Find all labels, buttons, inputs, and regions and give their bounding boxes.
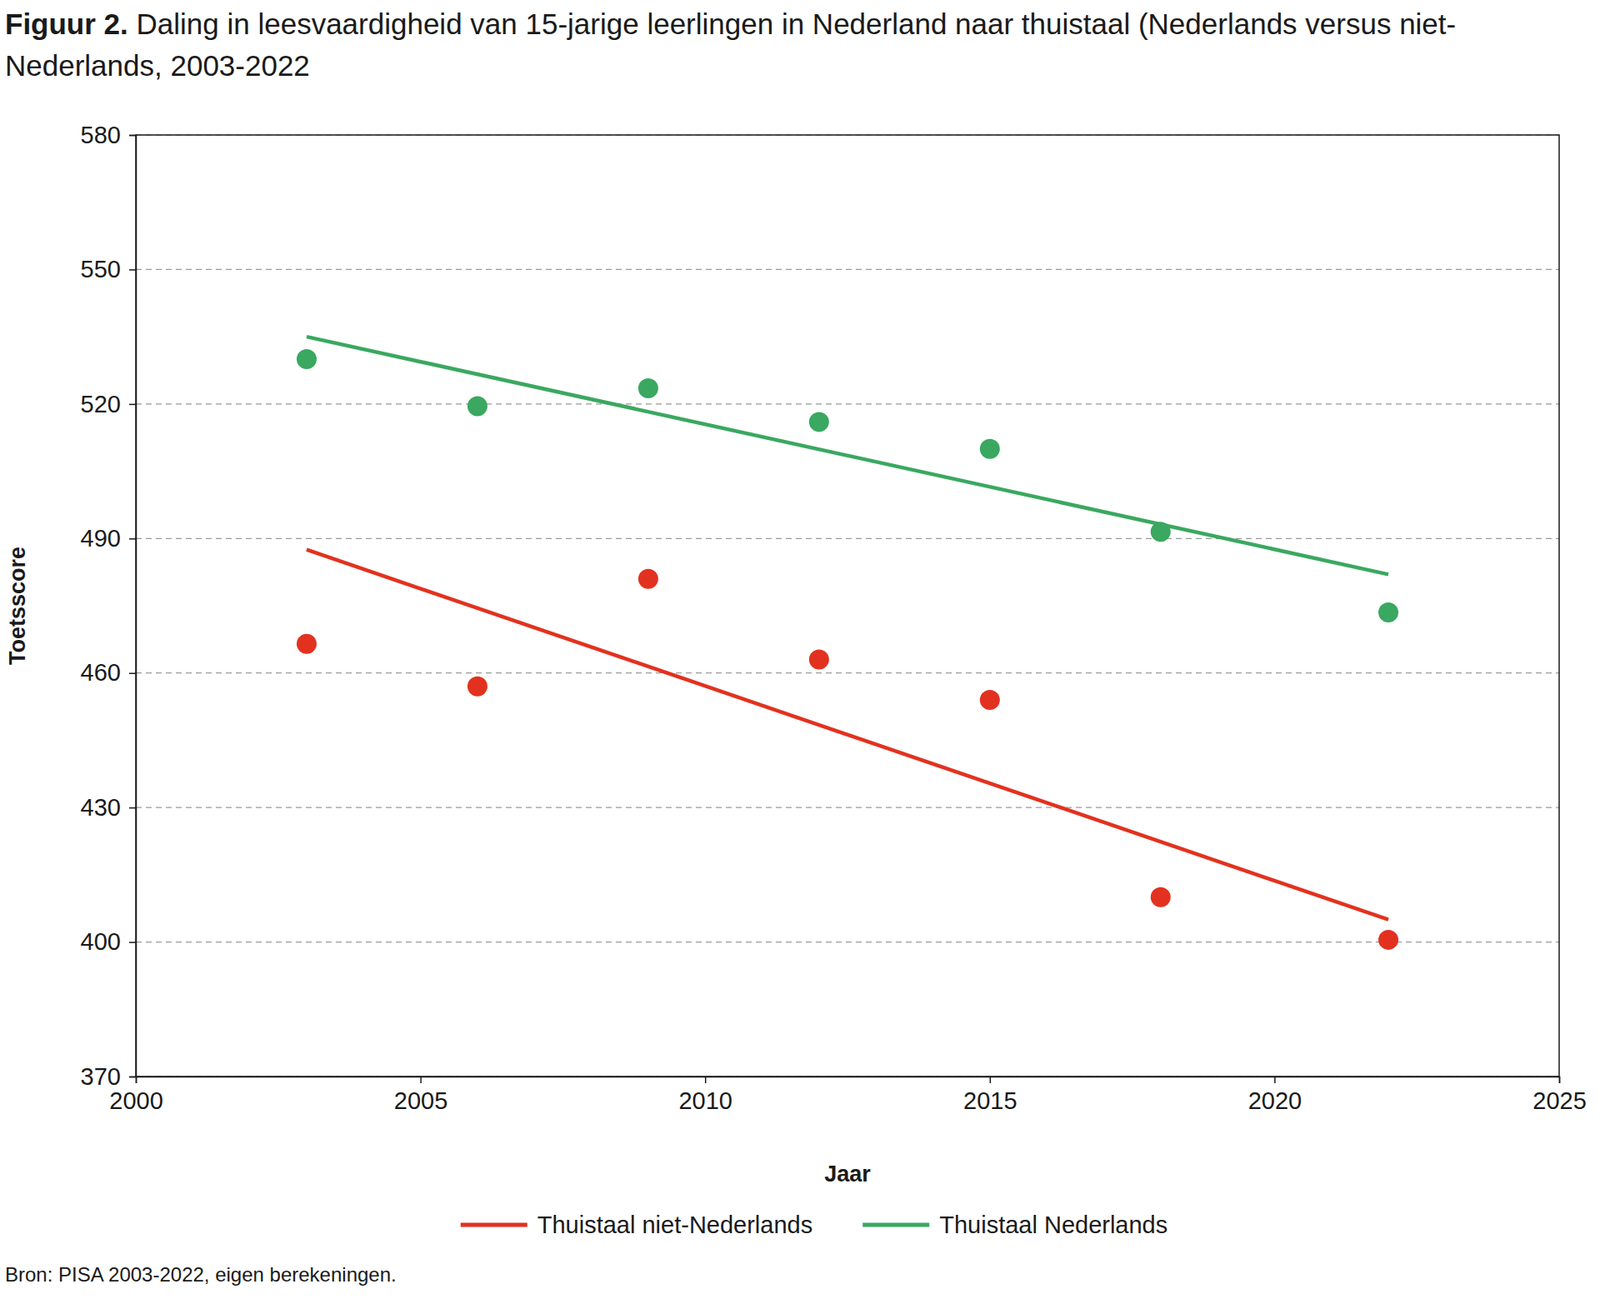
tick-mark: [1274, 1076, 1276, 1084]
axis-line: [129, 135, 137, 1078]
point: [638, 378, 659, 399]
tick: 430: [80, 794, 136, 821]
tick: 550: [80, 255, 136, 283]
tick-label: 430: [80, 794, 121, 821]
tick-label: 490: [80, 525, 121, 552]
point: [1150, 521, 1171, 542]
tick-mark: [129, 135, 136, 137]
grid-line: [135, 403, 1560, 405]
point: [1378, 602, 1399, 623]
tick: 2015: [963, 1076, 1018, 1115]
tick-label: 520: [80, 390, 121, 418]
tick-label: 400: [80, 928, 121, 955]
tick-label: 370: [80, 1063, 121, 1090]
tick: 2005: [394, 1076, 449, 1115]
tick-mark: [129, 941, 136, 944]
tick-mark: [129, 672, 136, 675]
point: [809, 411, 830, 432]
legend-label: Thuistaal niet-Nederlands: [537, 1211, 813, 1239]
chart: 2000 2005 2010 2015 2020 2025 370 400 430 460 490 5…: [0, 0, 1600, 1299]
point: [638, 569, 659, 590]
grid: [135, 135, 1560, 1077]
tick: 580: [80, 121, 136, 149]
point: [296, 634, 317, 655]
legend-label: Thuistaal Nederlands: [939, 1211, 1168, 1239]
tick: 2010: [678, 1076, 733, 1115]
tick-label: 580: [80, 121, 121, 149]
tick-mark: [1559, 1076, 1561, 1084]
tick-mark: [129, 538, 136, 540]
tick-label: 2000: [109, 1087, 164, 1115]
point: [467, 676, 488, 697]
legend: Thuistaal niet-Nederlands Thuistaal Neder…: [460, 1211, 1169, 1239]
x-axis: 2000 2005 2010 2015 2020 2025: [109, 1076, 1587, 1115]
tick: 520: [80, 390, 136, 418]
grid-line: [135, 941, 1560, 943]
tick-label: 2010: [678, 1087, 733, 1115]
point: [296, 349, 317, 370]
grid-line: [135, 269, 1560, 270]
legend-item: Thuistaal Nederlands: [862, 1211, 1168, 1239]
source: Bron: PISA 2003-2022, eigen berekeningen…: [5, 1263, 397, 1287]
grid-line: [135, 538, 1560, 540]
point: [980, 690, 1000, 710]
tick: 2020: [1248, 1076, 1303, 1115]
point: [1378, 930, 1399, 950]
point: [467, 396, 488, 417]
trend-line: [306, 550, 1389, 920]
tick-label: 2020: [1248, 1087, 1303, 1115]
legend-swatch: [460, 1223, 528, 1228]
tick: 460: [80, 659, 136, 686]
grid-line: [135, 807, 1560, 809]
tick: 400: [80, 928, 136, 955]
tick-mark: [705, 1076, 707, 1084]
tick: 490: [80, 525, 136, 552]
tick-label: 2005: [394, 1087, 449, 1115]
legend-swatch: [862, 1223, 930, 1228]
tick-mark: [129, 404, 136, 406]
trend-line: [306, 336, 1389, 575]
tick: 2025: [1532, 1076, 1587, 1115]
legend-item: Thuistaal niet-Nederlands: [460, 1211, 813, 1239]
tick: 370: [80, 1063, 136, 1090]
axis-line: [136, 1077, 1560, 1085]
point: [809, 650, 830, 670]
tick-label: 2025: [1532, 1087, 1587, 1115]
tick-mark: [129, 807, 136, 810]
y-axis: 370 400 430 460 490 520 550 580: [80, 121, 137, 1090]
tick-label: 550: [80, 255, 121, 283]
tick-mark: [129, 269, 136, 271]
point: [980, 439, 1000, 460]
grid-line: [135, 672, 1560, 674]
plot-frame: [135, 135, 1560, 1077]
x-axis-title: Jaar: [824, 1161, 871, 1187]
tick-mark: [990, 1076, 992, 1084]
tick-mark: [420, 1076, 422, 1084]
tick-mark: [129, 1076, 136, 1079]
title-label: Figuur 2.: [5, 7, 129, 40]
title-text: Daling in leesvaardigheid van 15-jarige …: [5, 7, 1456, 82]
tick-label: 460: [80, 659, 121, 686]
title: Figuur 2. Daling in leesvaardigheid van …: [5, 3, 1593, 87]
tick-label: 2015: [963, 1087, 1018, 1115]
y-axis-title: Toetsscore: [5, 546, 30, 665]
plot-data: [296, 336, 1399, 950]
point: [1150, 887, 1171, 908]
